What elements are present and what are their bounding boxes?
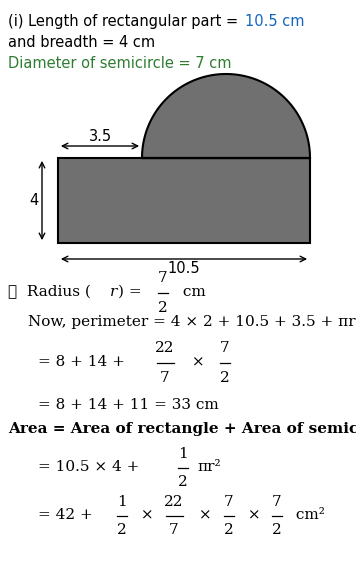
Text: 2: 2 xyxy=(178,476,188,489)
Text: ×: × xyxy=(243,508,266,522)
Text: 2: 2 xyxy=(224,523,234,537)
Text: 22: 22 xyxy=(155,342,175,356)
Text: = 8 + 14 + 11 = 33 cm: = 8 + 14 + 11 = 33 cm xyxy=(38,398,219,412)
Text: ×: × xyxy=(187,355,209,369)
Text: πr²: πr² xyxy=(197,460,221,474)
Text: 7: 7 xyxy=(158,272,168,286)
Text: 7: 7 xyxy=(224,495,234,509)
Text: 22: 22 xyxy=(164,495,184,509)
Text: Now, perimeter = 4 × 2 + 10.5 + 3.5 + πr: Now, perimeter = 4 × 2 + 10.5 + 3.5 + πr xyxy=(28,315,356,329)
Text: 7: 7 xyxy=(272,495,282,509)
Text: = 10.5 × 4 +: = 10.5 × 4 + xyxy=(38,460,144,474)
Text: 2: 2 xyxy=(117,523,127,537)
Text: 7: 7 xyxy=(160,370,170,385)
Text: ×: × xyxy=(194,508,216,522)
Text: = 42 +: = 42 + xyxy=(38,508,98,522)
Text: Area = Area of rectangle + Area of semicircle: Area = Area of rectangle + Area of semic… xyxy=(8,422,356,436)
Text: ∴  Radius (: ∴ Radius ( xyxy=(8,285,91,299)
Text: ×: × xyxy=(136,508,158,522)
Bar xyxy=(58,158,310,243)
Text: Diameter of semicircle = 7 cm: Diameter of semicircle = 7 cm xyxy=(8,56,231,71)
Text: 1: 1 xyxy=(178,446,188,460)
Text: and breadth = 4 cm: and breadth = 4 cm xyxy=(8,35,155,50)
Text: (i) Length of rectangular part =: (i) Length of rectangular part = xyxy=(8,14,243,29)
Text: = 8 + 14 +: = 8 + 14 + xyxy=(38,355,130,369)
Text: 7: 7 xyxy=(220,342,230,356)
Text: 4: 4 xyxy=(30,193,39,208)
Text: r: r xyxy=(110,285,117,299)
Text: 2: 2 xyxy=(220,370,230,385)
Text: 2: 2 xyxy=(272,523,282,537)
Text: 3.5: 3.5 xyxy=(88,129,111,144)
Polygon shape xyxy=(142,74,310,158)
Text: 10.5 cm: 10.5 cm xyxy=(245,14,304,29)
Text: cm: cm xyxy=(178,285,206,299)
Text: 2: 2 xyxy=(158,300,168,315)
Text: 7: 7 xyxy=(169,523,179,537)
Text: cm²: cm² xyxy=(291,508,325,522)
Text: 1: 1 xyxy=(117,495,127,509)
Text: ) =: ) = xyxy=(118,285,147,299)
Text: 10.5: 10.5 xyxy=(168,261,200,276)
